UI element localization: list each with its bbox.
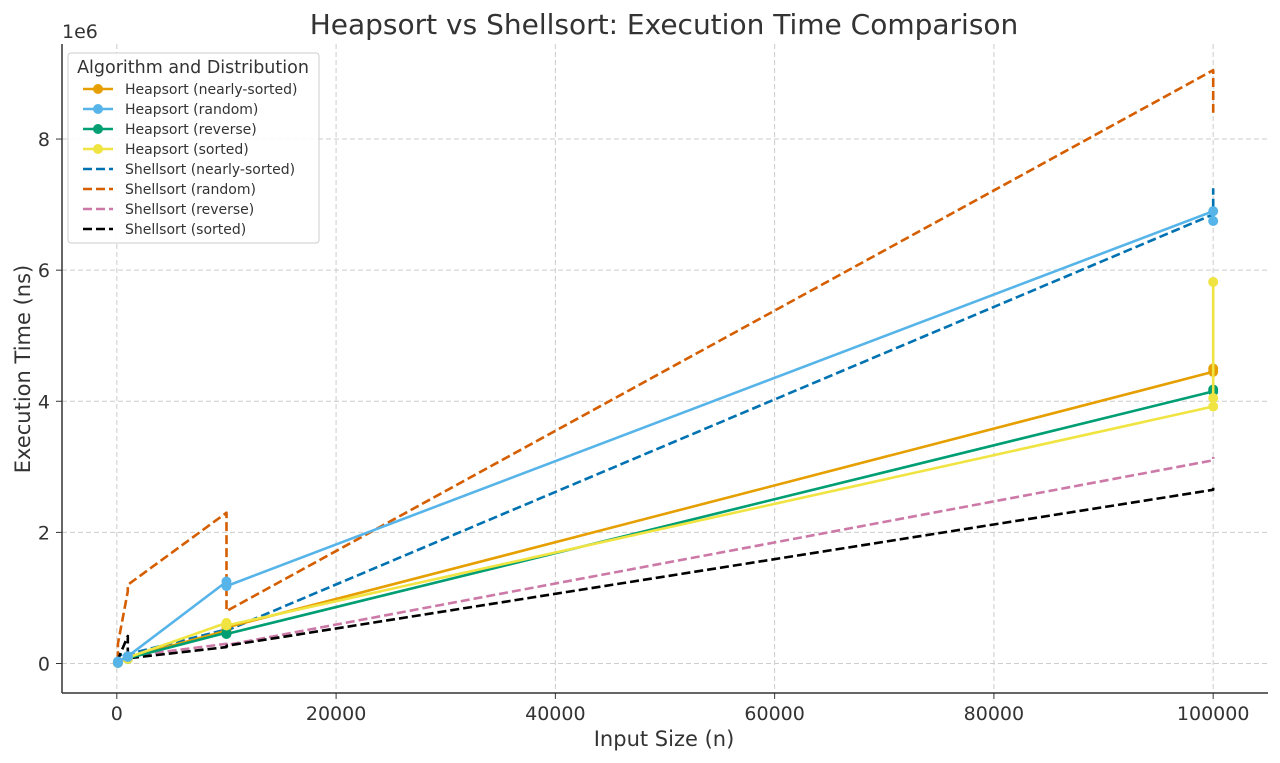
x-tick-label: 20000 <box>306 703 366 725</box>
legend-item: Heapsort (nearly-sorted) <box>83 82 298 98</box>
data-point <box>221 629 232 639</box>
data-point <box>1208 401 1219 412</box>
series-line <box>116 280 1215 664</box>
legend-item: Shellsort (random) <box>83 182 256 198</box>
x-tick-label: 0 <box>111 703 123 725</box>
x-tick-label: 80000 <box>964 703 1024 725</box>
legend-marker <box>93 144 103 154</box>
legend-item: Heapsort (random) <box>83 102 258 118</box>
legend-marker <box>93 124 103 134</box>
y-tick-label: 4 <box>38 391 50 413</box>
legend-label: Shellsort (sorted) <box>125 222 246 238</box>
series-line <box>116 68 1215 661</box>
legend-label: Heapsort (nearly-sorted) <box>125 82 298 98</box>
legend-label: Shellsort (nearly-sorted) <box>125 162 295 178</box>
legend-item: Heapsort (reverse) <box>83 122 257 138</box>
legend-item: Heapsort (sorted) <box>83 142 249 158</box>
data-point <box>1208 216 1219 226</box>
x-axis-label: Input Size (n) <box>594 727 735 751</box>
legend-title: Algorithm and Distribution <box>77 58 309 78</box>
series-layer <box>112 68 1219 668</box>
series-shellsort-nearly-sorted <box>116 188 1215 661</box>
chart-title: Heapsort vs Shellsort: Execution Time Co… <box>310 8 1019 41</box>
data-point <box>1208 393 1219 403</box>
series-shellsort-reverse <box>116 457 1215 663</box>
legend-label: Heapsort (random) <box>125 102 258 118</box>
series-line <box>116 209 1215 663</box>
legend-item: Shellsort (reverse) <box>83 202 254 218</box>
x-tick-label: 60000 <box>744 703 804 725</box>
data-point <box>221 620 232 631</box>
axes <box>61 44 1268 694</box>
series-heapsort-reverse <box>112 384 1219 668</box>
legend-label: Heapsort (sorted) <box>125 142 249 158</box>
legend-label: Shellsort (reverse) <box>125 202 254 218</box>
legend-marker <box>93 84 103 94</box>
series-line <box>116 457 1215 663</box>
data-point <box>221 581 232 592</box>
legend: Algorithm and Distribution Heapsort (nea… <box>67 52 320 244</box>
x-tick-label: 40000 <box>525 703 585 725</box>
tick-labels: 0 20000 40000 60000 80000 100000 0 2 4 6 8 <box>38 129 1250 725</box>
data-point <box>1208 206 1219 217</box>
legend-item: Shellsort (sorted) <box>83 222 246 238</box>
legend-marker <box>93 104 103 114</box>
data-point <box>112 656 123 667</box>
data-point <box>1208 276 1219 287</box>
y-tick-label: 0 <box>38 654 50 676</box>
y-tick-label: 2 <box>38 522 50 544</box>
series-line <box>116 389 1215 664</box>
y-offset-label: 1e6 <box>62 21 98 43</box>
data-point <box>122 651 133 662</box>
series-shellsort-random <box>116 68 1215 661</box>
y-tick-label: 8 <box>38 129 50 151</box>
legend-box <box>67 52 320 244</box>
legend-label: Shellsort (random) <box>125 182 256 198</box>
series-heapsort-random <box>112 206 1219 668</box>
x-tick-label: 100000 <box>1177 703 1250 725</box>
legend-item: Shellsort (nearly-sorted) <box>83 162 295 178</box>
series-line <box>116 487 1215 662</box>
series-line <box>116 188 1215 661</box>
y-tick-label: 6 <box>38 260 50 282</box>
y-axis-label: Execution Time (ns) <box>11 265 35 473</box>
legend-label: Heapsort (reverse) <box>125 122 257 138</box>
series-shellsort-sorted <box>116 487 1215 662</box>
